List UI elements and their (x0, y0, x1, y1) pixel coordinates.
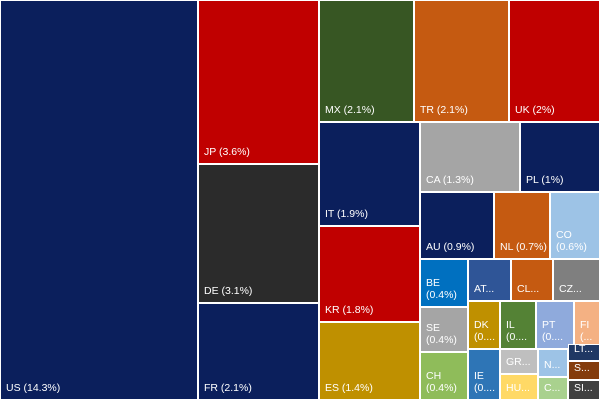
treemap-tile: N... (538, 349, 568, 377)
treemap-tile: C... (538, 377, 568, 400)
treemap-tile: IL (0.... (500, 301, 536, 349)
treemap-tile: CO (0.6%) (550, 192, 600, 259)
treemap-tile-label: SI... (574, 382, 593, 394)
treemap-tile-label: S... (574, 362, 590, 374)
treemap-tile-label: KR (1.8%) (325, 304, 374, 316)
treemap-tile: IT (1.9%) (319, 122, 420, 226)
treemap-tile: PL (1%) (520, 122, 600, 192)
treemap-tile-label: FR (2.1%) (204, 382, 252, 394)
treemap-tile: DK (0.... (468, 301, 500, 349)
treemap-tile: LT... (568, 344, 600, 361)
treemap-tile-label: CL... (517, 283, 540, 295)
treemap-tile-label: PT (0.... (542, 319, 564, 343)
treemap-tile: DE (3.1%) (198, 164, 319, 303)
treemap-tile-label: IT (1.9%) (325, 208, 368, 220)
treemap-tile-label: UK (2%) (515, 104, 555, 116)
treemap-tile-label: PL (1%) (526, 174, 564, 186)
treemap-tile: UK (2%) (509, 0, 600, 122)
treemap-tile: TR (2.1%) (414, 0, 509, 122)
treemap-tile: FI (... (574, 301, 600, 349)
treemap-tile: NL (0.7%) (494, 192, 550, 259)
treemap-tile: FR (2.1%) (198, 303, 319, 400)
treemap-tile: US (14.3%) (0, 0, 198, 400)
treemap-tile-label: CO (0.6%) (556, 229, 587, 253)
treemap-tile: BE (0.4%) (420, 259, 468, 307)
treemap-tile: KR (1.8%) (319, 226, 420, 322)
treemap-tile-label: C... (544, 382, 561, 394)
treemap-tile-label: ES (1.4%) (325, 382, 373, 394)
treemap-tile: HU... (500, 374, 538, 400)
treemap-tile: CZ... (553, 259, 600, 301)
treemap-tile-label: SE (0.4%) (426, 322, 457, 346)
treemap-tile: CL... (511, 259, 553, 301)
treemap-tile: IE (0.... (468, 349, 500, 400)
treemap-tile-label: AU (0.9%) (426, 241, 475, 253)
treemap-tile: SE (0.4%) (420, 307, 468, 352)
treemap-tile: JP (3.6%) (198, 0, 319, 164)
treemap-tile: ES (1.4%) (319, 322, 420, 400)
treemap-tile: CA (1.3%) (420, 122, 520, 192)
treemap-tile-label: AT... (474, 283, 495, 295)
treemap-tile-label: HU... (506, 382, 530, 394)
treemap-tile: PT (0.... (536, 301, 574, 349)
treemap-tile-label: N... (544, 359, 561, 371)
treemap-tile-label: MX (2.1%) (325, 104, 375, 116)
treemap-tile-label: DK (0.... (474, 319, 496, 343)
treemap-tile-label: CH (0.4%) (426, 370, 457, 394)
treemap-tile-label: NL (0.7%) (500, 241, 547, 253)
treemap-tile-label: BE (0.4%) (426, 277, 457, 301)
treemap-tile-label: DE (3.1%) (204, 285, 253, 297)
treemap-tile: SI... (568, 380, 600, 400)
treemap-tile: AU (0.9%) (420, 192, 494, 259)
treemap-tile-label: TR (2.1%) (420, 104, 468, 116)
treemap-tile-label: US (14.3%) (6, 382, 61, 394)
treemap-tile: GR... (500, 349, 538, 374)
treemap-tile: CH (0.4%) (420, 352, 468, 400)
treemap-tile-label: CZ... (559, 283, 582, 295)
treemap-tile-label: IL (0.... (506, 319, 528, 343)
treemap-tile-label: GR... (506, 356, 531, 368)
treemap-tile-label: IE (0.... (474, 370, 496, 394)
treemap-tile: MX (2.1%) (319, 0, 414, 122)
treemap-tile-label: CA (1.3%) (426, 174, 474, 186)
treemap-tile: AT... (468, 259, 511, 301)
treemap-tile-label: FI (... (580, 319, 593, 343)
treemap-tile-label: LT... (574, 344, 594, 355)
treemap-tile-label: JP (3.6%) (204, 146, 250, 158)
treemap-tile: S... (568, 361, 600, 380)
